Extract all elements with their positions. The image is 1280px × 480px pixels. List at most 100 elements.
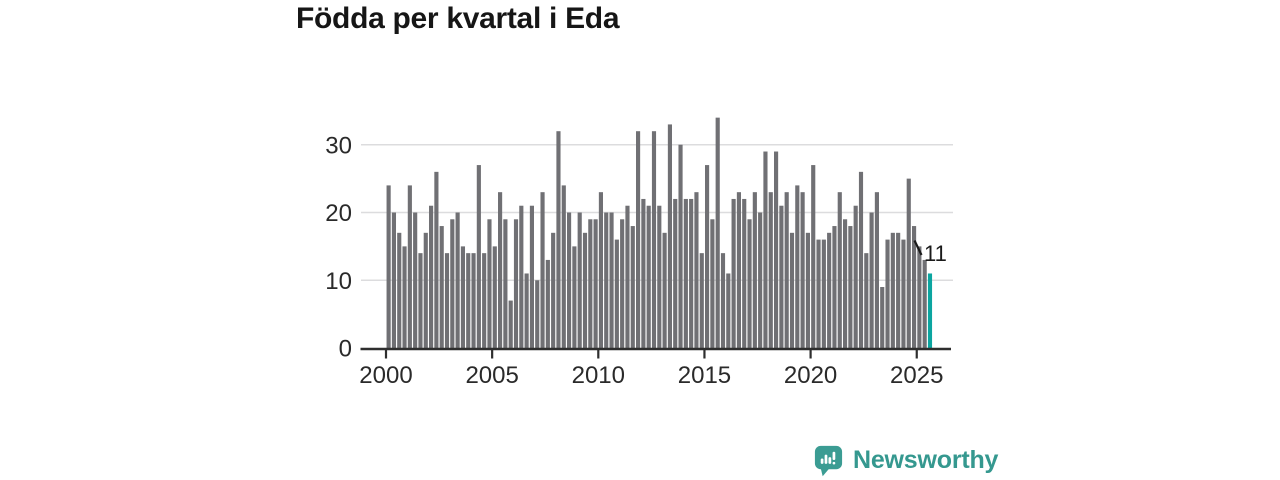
bar-2025-q3 — [927, 273, 933, 349]
bar-2023-q2 — [880, 287, 885, 348]
bar-2022-q1 — [853, 205, 858, 348]
icon-bar-medium — [828, 457, 832, 464]
bar-2015-q1 — [705, 165, 710, 348]
bar-2003-q4 — [466, 253, 471, 348]
bar-2022-q3 — [864, 253, 869, 348]
bar-2014-q2 — [689, 198, 694, 348]
bar-2002-q3 — [439, 226, 444, 348]
bar-2021-q3 — [843, 219, 848, 348]
bar-2014-q4 — [699, 253, 704, 348]
bar-2004-q2 — [476, 165, 481, 348]
bar-2023-q4 — [890, 232, 895, 348]
bar-2010-q2 — [604, 212, 609, 348]
bar-2007-q3 — [545, 259, 550, 349]
bar-2008-q4 — [572, 246, 577, 349]
bar-2008-q3 — [567, 212, 572, 348]
y-tick-label-20: 20 — [325, 200, 352, 227]
bar-2011-q4 — [636, 131, 641, 348]
bar-2005-q2 — [498, 192, 503, 348]
bar-2009-q1 — [577, 212, 582, 348]
bar-2016-q3 — [736, 192, 741, 348]
bar-2024-q2 — [901, 239, 906, 348]
bar-2021-q4 — [848, 226, 853, 348]
bar-2019-q4 — [805, 232, 810, 348]
highlight-value-label: 11 — [924, 241, 947, 266]
bar-2011-q2 — [625, 205, 630, 348]
axes: 0 10 20 30 2000 2005 2010 2015 2020 2025 — [325, 132, 951, 389]
bar-2024-q1 — [896, 232, 901, 348]
icon-bar-small — [820, 458, 824, 464]
bar-2025-q2 — [922, 259, 927, 349]
bar-2005-q4 — [508, 300, 513, 348]
bar-2010-q1 — [598, 192, 603, 348]
bar-2020-q2 — [816, 239, 821, 348]
bar-2004-q1 — [471, 253, 476, 348]
bar-2022-q4 — [869, 212, 874, 348]
bar-2019-q1 — [789, 232, 795, 348]
bar-2000-q2 — [391, 212, 397, 348]
bar-2000-q3 — [397, 232, 402, 348]
bar-2006-q3 — [524, 273, 529, 349]
bar-2013-q4 — [678, 144, 683, 348]
bar-2008-q2 — [561, 185, 566, 348]
bar-2003-q3 — [460, 246, 466, 349]
x-tick-label-2005: 2005 — [465, 362, 518, 389]
bar-2009-q4 — [593, 219, 598, 348]
x-tick-label-2010: 2010 — [572, 362, 625, 389]
bar-2018-q4 — [784, 192, 789, 348]
y-tick-label-0: 0 — [339, 336, 352, 363]
bar-2002-q2 — [434, 171, 439, 348]
bar-2004-q3 — [482, 253, 487, 348]
x-tick-label-2015: 2015 — [678, 362, 731, 389]
x-tick-label-2020: 2020 — [784, 362, 837, 389]
bar-2002-q1 — [429, 205, 434, 348]
bar-2021-q2 — [837, 192, 842, 348]
icon-exclamation-dot — [832, 461, 836, 465]
bar-2005-q1 — [492, 246, 497, 349]
bar-2007-q2 — [540, 192, 545, 348]
bar-2001-q3 — [418, 253, 423, 348]
bar-2003-q1 — [450, 219, 455, 348]
bar-2015-q4 — [720, 253, 726, 348]
bar-2019-q3 — [800, 192, 805, 348]
bar-2012-q4 — [657, 205, 662, 348]
bar-2001-q1 — [407, 185, 412, 348]
bar-2013-q3 — [673, 198, 678, 348]
newsworthy-bubble-icon — [814, 445, 843, 477]
bar-2003-q2 — [455, 212, 460, 348]
bar-2001-q4 — [423, 232, 428, 348]
bar-2004-q4 — [487, 219, 492, 348]
bar-2023-q1 — [874, 192, 879, 348]
bar-2005-q3 — [503, 219, 508, 348]
bar-2017-q3 — [758, 212, 763, 348]
bar-2015-q2 — [710, 219, 715, 348]
bar-2025-q1 — [917, 246, 922, 349]
bar-2006-q2 — [519, 205, 524, 348]
bar-2014-q3 — [694, 192, 699, 348]
bar-2013-q2 — [667, 124, 672, 348]
newsworthy-wordmark: Newsworthy — [853, 445, 999, 474]
bar-2012-q1 — [641, 198, 646, 348]
bar-2000-q4 — [402, 246, 407, 349]
bar-2022-q2 — [858, 171, 864, 348]
y-tick-label-30: 30 — [325, 132, 352, 159]
bar-2016-q1 — [726, 273, 731, 349]
bar-2017-q2 — [752, 192, 757, 348]
newsworthy-logo: Newsworthy — [812, 442, 998, 478]
bar-2020-q4 — [827, 232, 832, 348]
y-tick-label-10: 10 — [325, 268, 352, 295]
bar-2021-q1 — [832, 226, 837, 348]
bar-2001-q2 — [413, 212, 418, 348]
bar-2013-q1 — [662, 232, 667, 348]
bar-2000-q1 — [386, 185, 391, 348]
x-tick-label-2000: 2000 — [359, 362, 412, 389]
bar-2019-q2 — [795, 185, 800, 348]
x-tick-label-2025: 2025 — [890, 362, 943, 389]
bar-2011-q1 — [620, 219, 625, 348]
bar-2024-q4 — [911, 226, 917, 348]
bar-2008-q1 — [556, 131, 561, 348]
bar-2016-q4 — [742, 198, 747, 348]
bar-2002-q4 — [444, 253, 450, 348]
bar-2017-q1 — [747, 219, 752, 348]
